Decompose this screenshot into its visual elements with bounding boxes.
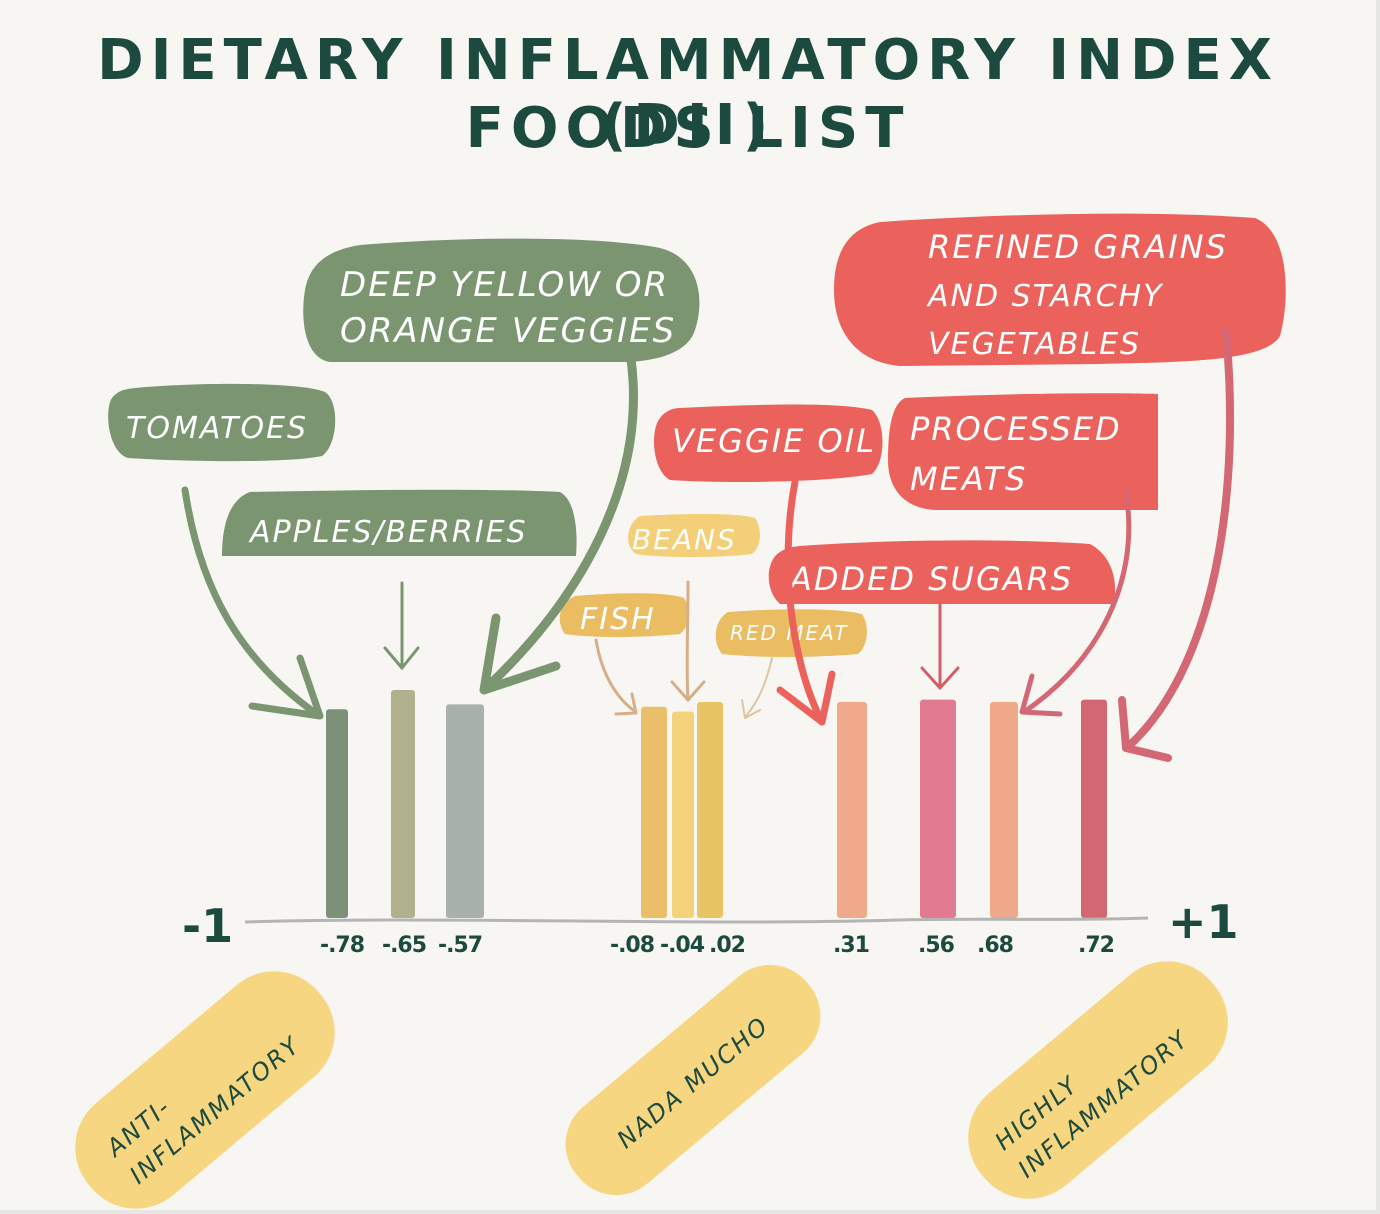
callout-tomatoes: TOMATOES bbox=[108, 383, 336, 462]
page-title: DIETARY INFLAMMATORY INDEX (DII) bbox=[97, 28, 1279, 158]
arrow-processed bbox=[1019, 489, 1132, 717]
bar-tomatoes bbox=[326, 709, 348, 918]
bar-veggie-oil bbox=[837, 702, 867, 918]
callout-fish-bubble bbox=[559, 593, 689, 637]
callout-processed-bubble bbox=[888, 393, 1158, 510]
arrow-fish bbox=[594, 638, 638, 716]
value-label: .68 bbox=[977, 933, 1013, 958]
callout-fish: FISH bbox=[559, 593, 689, 637]
callout-fish-label: FISH bbox=[580, 602, 656, 637]
value-label: -.65 bbox=[382, 933, 426, 958]
callout-added-sugars-bubble bbox=[768, 540, 1116, 604]
band-high-shape bbox=[968, 961, 1228, 1199]
value-label: .56 bbox=[918, 933, 955, 958]
callout-red-meat-label: RED MEAT bbox=[730, 621, 849, 645]
arrow-deep-yellow bbox=[479, 347, 638, 695]
arrow-added-sugars bbox=[920, 602, 960, 690]
value-label: -.08 bbox=[610, 933, 654, 958]
arrow-tomatoes bbox=[181, 486, 324, 720]
callout-refined-line3: VEGETABLES bbox=[928, 327, 1141, 362]
callout-refined-line2: AND STARCHY bbox=[926, 279, 1164, 314]
tick-labels: -.78 -.65 -.57 -.08 -.04.02 .31 .56 .68 .72 bbox=[320, 933, 1115, 958]
value-label: .02 bbox=[709, 933, 745, 958]
callout-deep-yellow-line1: DEEP YELLOW OR bbox=[340, 265, 669, 305]
callout-refined-bubble bbox=[834, 213, 1286, 366]
arrows bbox=[181, 328, 1235, 762]
callout-processed-line2: MEATS bbox=[910, 460, 1027, 498]
callout-beans-label: BEANS bbox=[632, 523, 737, 556]
band-nada: NADA MUCHO bbox=[565, 964, 821, 1196]
callout-veggie-oil-label: VEGGIE OIL bbox=[672, 422, 876, 460]
callout-refined-line1: REFINED GRAINS bbox=[928, 228, 1228, 266]
arrow-veggie-oil bbox=[776, 478, 836, 726]
callout-tomatoes-bubble bbox=[108, 383, 336, 462]
band-anti: ANTI- INFLAMMATORY bbox=[75, 971, 335, 1209]
callout-apples-bubble bbox=[222, 489, 577, 556]
value-label: .72 bbox=[1078, 933, 1114, 958]
callout-apples-label: APPLES/BERRIES bbox=[248, 515, 528, 550]
bars bbox=[326, 690, 1107, 918]
arrow-red-meat bbox=[741, 657, 773, 719]
callout-refined: REFINED GRAINS AND STARCHY VEGETABLES bbox=[834, 213, 1286, 366]
callout-tomatoes-label: TOMATOES bbox=[126, 411, 308, 446]
value-label: -.04 bbox=[660, 933, 705, 958]
band-nada-shape bbox=[565, 964, 821, 1196]
callout-added-sugars: ADDED SUGARS bbox=[768, 540, 1116, 604]
callout-deep-yellow: DEEP YELLOW OR ORANGE VEGGIES bbox=[303, 238, 700, 362]
band-high: HIGHLY INFLAMMATORY bbox=[968, 961, 1228, 1199]
band-anti-shape bbox=[75, 971, 335, 1209]
callout-added-sugars-label: ADDED SUGARS bbox=[788, 560, 1073, 598]
axis-min-label: -1 bbox=[182, 899, 233, 953]
bar-deep-yellow-or-orange-veggies bbox=[446, 704, 484, 918]
page-subtitle: FOODS LIST bbox=[465, 96, 911, 161]
bar-added-sugars bbox=[920, 699, 956, 918]
bar-refined-grains-and-starchy-vegetables bbox=[1081, 699, 1107, 918]
callout-deep-yellow-bubble bbox=[303, 238, 700, 362]
arrow-refined bbox=[1118, 328, 1235, 762]
arrow-beans bbox=[670, 580, 706, 702]
callout-beans-bubble bbox=[628, 513, 760, 557]
bar-fish bbox=[641, 706, 667, 918]
bar-processed-meats bbox=[990, 702, 1018, 918]
bar-beans bbox=[672, 711, 694, 918]
axis-max-label: +1 bbox=[1168, 895, 1239, 949]
callout-beans: BEANS bbox=[628, 513, 760, 557]
callout-processed: PROCESSED MEATS bbox=[888, 393, 1158, 510]
callout-veggie-oil: VEGGIE OIL bbox=[654, 404, 883, 482]
callout-apples: APPLES/BERRIES bbox=[222, 489, 577, 556]
x-axis-line bbox=[244, 916, 1149, 924]
value-label: -.57 bbox=[438, 933, 482, 958]
callout-veggie-oil-bubble bbox=[654, 404, 883, 482]
bar-red-meat bbox=[697, 702, 723, 918]
bar-apples-berries bbox=[391, 690, 415, 918]
callout-processed-line1: PROCESSED bbox=[910, 410, 1122, 448]
callout-deep-yellow-line2: ORANGE VEGGIES bbox=[340, 311, 676, 351]
value-label: .31 bbox=[833, 933, 869, 958]
arrow-apples bbox=[383, 581, 420, 670]
value-label: -.78 bbox=[320, 933, 364, 958]
